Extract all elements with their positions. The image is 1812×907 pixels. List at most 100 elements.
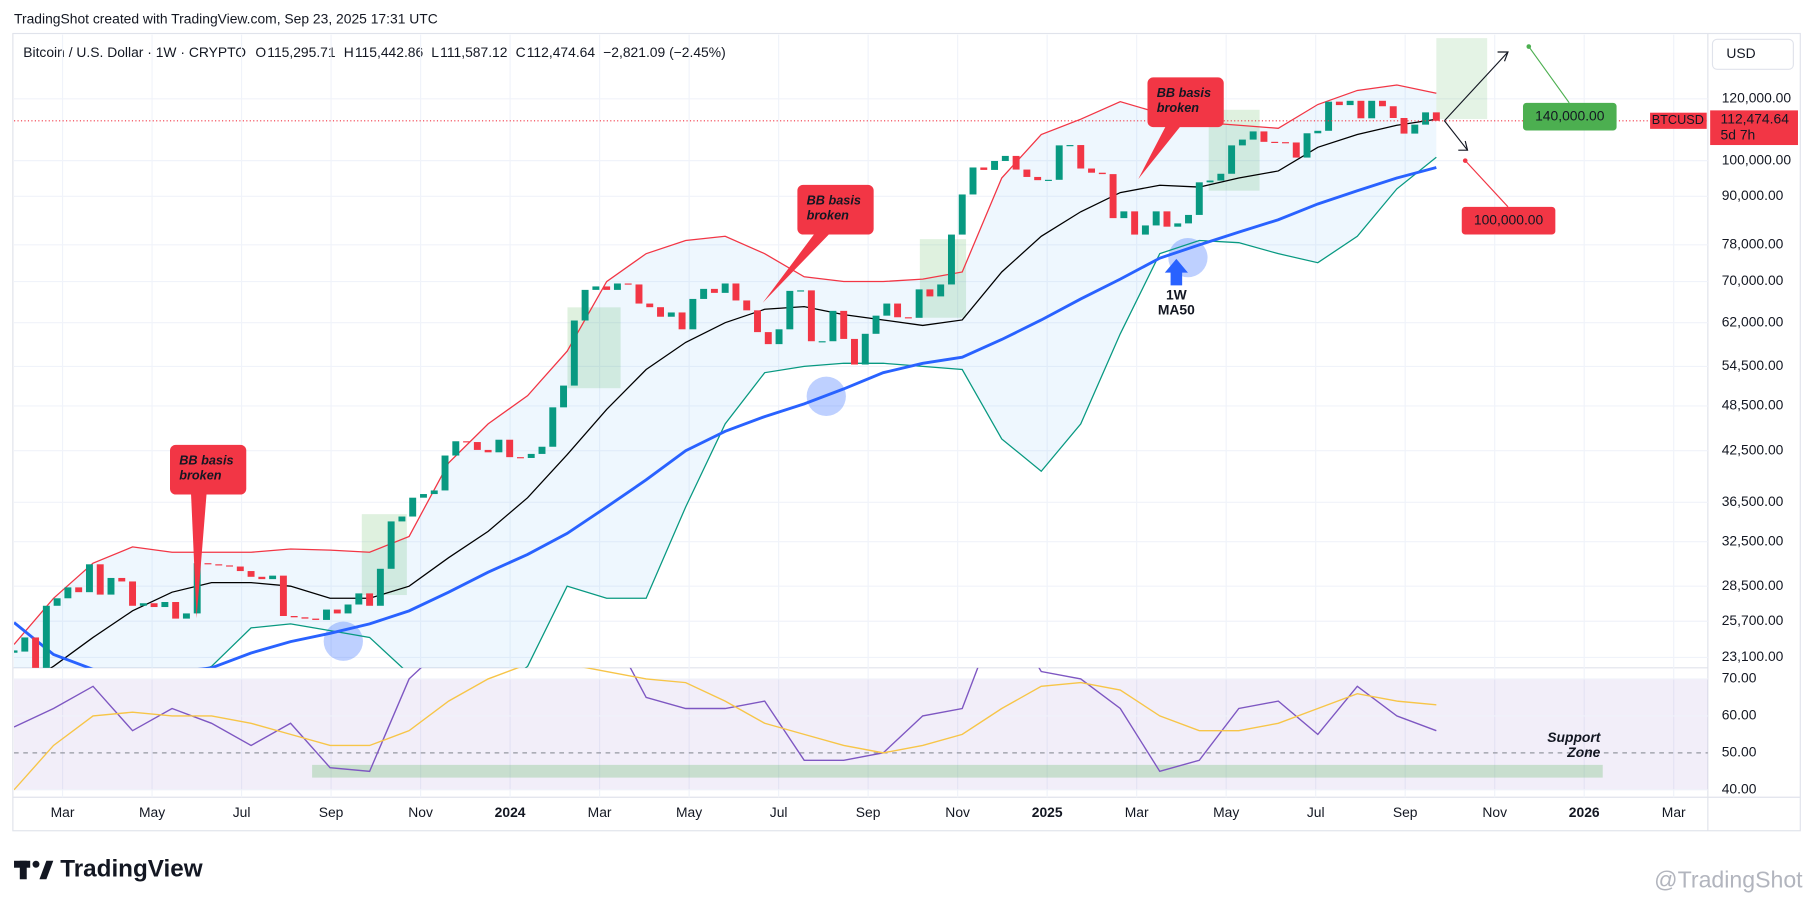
overlay-line <box>205 156 1437 668</box>
candle <box>710 288 718 293</box>
watermark: @TradingShot <box>1654 867 1803 893</box>
callout-box <box>170 444 247 495</box>
candle <box>538 446 546 454</box>
candle <box>851 338 858 365</box>
symbol: Bitcoin / U.S. Dollar · 1W · CRYPTO <box>23 44 246 60</box>
candle <box>883 303 891 316</box>
callout-text: BB basis <box>807 193 861 207</box>
candle <box>1131 211 1139 235</box>
candle <box>376 568 384 606</box>
rsi-band <box>14 678 1708 790</box>
y-tick-label: 32,500.00 <box>1722 532 1784 548</box>
candle <box>1335 101 1343 106</box>
candle <box>1034 176 1042 181</box>
candle <box>452 441 460 456</box>
candle <box>624 283 632 285</box>
callout-text: BB basis <box>179 453 233 467</box>
candle <box>904 317 912 319</box>
ohlc-label: L <box>431 44 439 60</box>
arrow-head <box>1497 51 1509 62</box>
candle <box>743 300 751 311</box>
candle <box>495 439 503 453</box>
candle <box>312 618 320 620</box>
ohlc-value: 111,587.12 <box>440 44 508 60</box>
credit: TradingShot created with TradingView.com… <box>14 10 438 26</box>
x-tick-label: 2026 <box>1569 804 1600 820</box>
candle <box>689 298 697 330</box>
candle <box>290 616 298 618</box>
ohlc-value: 112,474.64 <box>527 44 596 60</box>
candle <box>1217 173 1225 181</box>
price-plot <box>14 84 1440 668</box>
candle <box>1389 106 1397 118</box>
candle <box>32 637 40 668</box>
target-arrow <box>1443 51 1509 122</box>
ohlc-label: H <box>344 44 354 60</box>
candle <box>667 312 675 317</box>
candle <box>333 609 341 614</box>
candle <box>861 333 869 365</box>
callout-text: broken <box>179 468 222 482</box>
candle <box>14 650 18 653</box>
candle <box>570 320 578 386</box>
candle <box>1238 139 1246 146</box>
frame <box>12 32 1801 832</box>
y-tick-label: 90,000.00 <box>1722 187 1784 203</box>
rsi-plot <box>14 667 1437 791</box>
candle <box>139 603 147 606</box>
x-tick-label: Jul <box>770 804 788 820</box>
y-tick-label: 54,500.00 <box>1722 357 1784 373</box>
target-arrow <box>1443 120 1468 151</box>
candle <box>980 167 988 170</box>
candle <box>387 521 395 569</box>
candle <box>721 283 729 293</box>
candle <box>64 587 72 599</box>
candle <box>1249 131 1257 140</box>
bb-fill <box>14 84 1437 668</box>
candle <box>42 605 50 668</box>
candle <box>700 288 708 299</box>
candle <box>75 587 83 593</box>
candle <box>96 564 104 595</box>
candle <box>323 609 330 620</box>
target-label: 100,000.00 <box>1474 211 1544 227</box>
logo-text: TradingView <box>60 855 203 882</box>
candle <box>797 290 805 292</box>
candle <box>1206 180 1214 183</box>
candle <box>894 303 902 318</box>
ohlc-label: C <box>516 44 526 60</box>
candle <box>1271 141 1279 143</box>
candle <box>441 455 449 491</box>
candle <box>182 613 190 619</box>
ohlc-value: −2,821.09 (−2.45%) <box>603 44 726 60</box>
y-tick-label: 100,000.00 <box>1722 151 1792 167</box>
y-tick-label: 70.00 <box>1722 670 1757 686</box>
candle <box>161 602 169 608</box>
x-tick-label: Mar <box>1662 804 1686 820</box>
candle <box>344 604 352 614</box>
x-tick-label: Sep <box>319 804 344 820</box>
ma-label: MA50 <box>1158 301 1195 317</box>
x-tick-label: Jul <box>233 804 251 820</box>
candle <box>118 577 126 582</box>
candle <box>1185 214 1192 224</box>
candle <box>1152 211 1160 226</box>
candle <box>247 571 255 577</box>
candle <box>129 581 137 606</box>
candle <box>915 289 923 318</box>
ma-label: 1W <box>1166 286 1188 302</box>
support-label: Support <box>1547 729 1602 745</box>
overlay-line <box>14 166 1437 668</box>
candle <box>172 602 180 619</box>
candle <box>991 160 999 170</box>
y-tick-label: 50.00 <box>1722 744 1757 760</box>
ohlc-label: O <box>255 44 266 60</box>
x-tick-label: 2025 <box>1032 804 1063 820</box>
y-tick-label: 25,700.00 <box>1722 612 1784 628</box>
target-box <box>1522 102 1617 131</box>
ticker: BTCUSD <box>1652 113 1704 127</box>
candle <box>732 283 740 301</box>
